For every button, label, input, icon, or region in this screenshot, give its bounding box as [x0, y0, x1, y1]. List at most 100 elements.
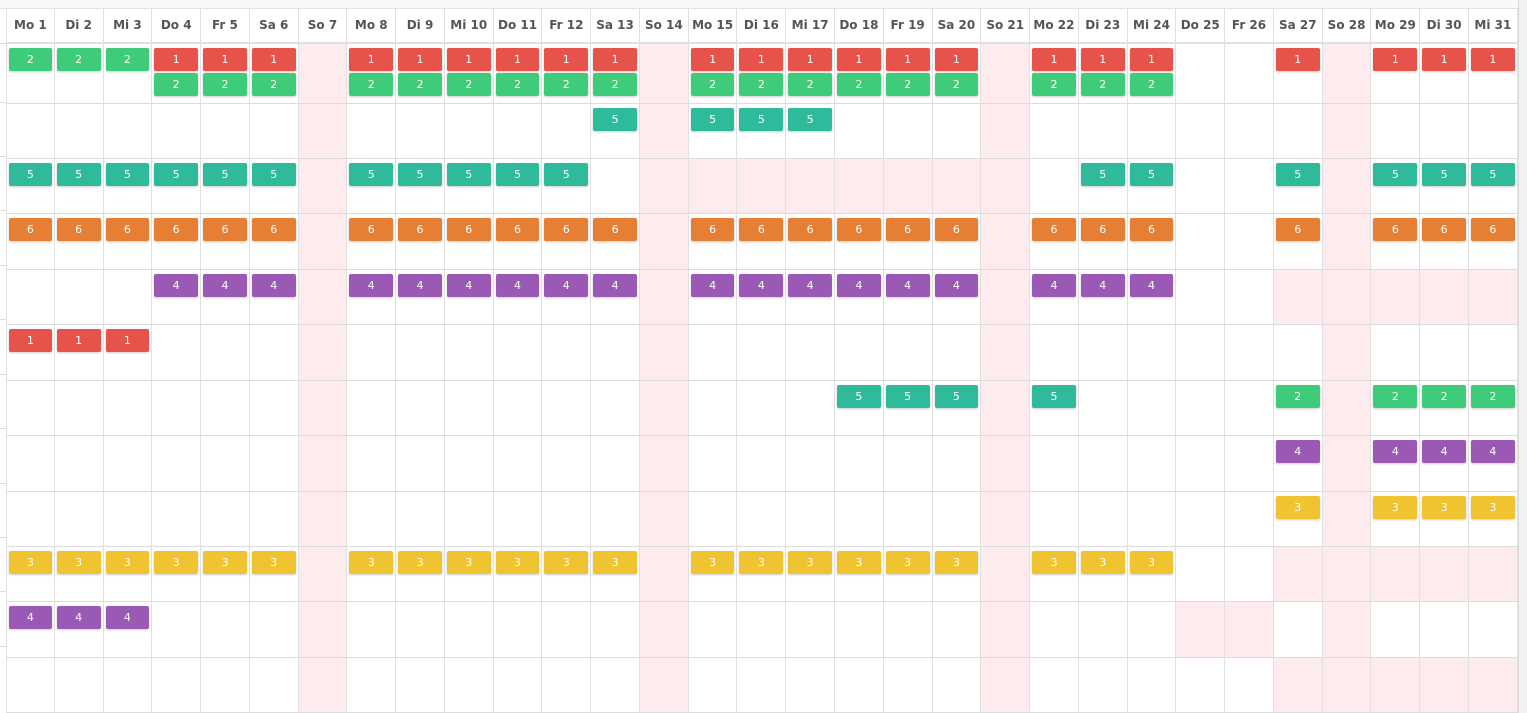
- shift-badge[interactable]: 2: [1129, 73, 1174, 96]
- day-cell[interactable]: 3: [1371, 492, 1421, 546]
- day-cell[interactable]: 4: [542, 270, 592, 324]
- day-cell[interactable]: 6: [884, 214, 933, 269]
- day-cell[interactable]: [1079, 436, 1128, 491]
- shift-badge[interactable]: 3: [495, 551, 540, 574]
- day-cell[interactable]: [884, 492, 933, 546]
- day-cell[interactable]: [689, 492, 738, 546]
- day-cell[interactable]: [55, 381, 104, 435]
- day-cell[interactable]: [1176, 214, 1226, 269]
- day-cell[interactable]: 3: [104, 547, 153, 601]
- day-cell[interactable]: [542, 381, 592, 435]
- shift-badge[interactable]: 3: [9, 551, 52, 574]
- shift-badge[interactable]: 2: [203, 73, 247, 96]
- day-cell[interactable]: [884, 325, 933, 380]
- shift-badge[interactable]: 5: [105, 163, 150, 186]
- day-cell[interactable]: 5: [933, 381, 982, 435]
- day-cell[interactable]: [883, 159, 933, 213]
- day-cell[interactable]: [1273, 547, 1323, 601]
- shift-badge[interactable]: 1: [203, 48, 247, 71]
- shift-badge[interactable]: 6: [739, 218, 784, 241]
- day-cell[interactable]: 5: [786, 104, 836, 158]
- day-cell[interactable]: [884, 104, 933, 158]
- day-cell[interactable]: 3: [1079, 547, 1128, 601]
- day-cell[interactable]: [737, 602, 787, 657]
- shift-badge[interactable]: 4: [105, 606, 150, 629]
- day-cell[interactable]: [1225, 44, 1274, 103]
- shift-badge[interactable]: 4: [1275, 440, 1320, 463]
- shift-badge[interactable]: 4: [1470, 440, 1515, 463]
- day-cell[interactable]: [1030, 658, 1079, 712]
- day-cell[interactable]: [639, 214, 689, 269]
- day-cell[interactable]: 4: [55, 602, 104, 657]
- day-cell[interactable]: [1322, 658, 1372, 712]
- day-cell[interactable]: [298, 270, 348, 324]
- day-cell[interactable]: [347, 325, 397, 380]
- shift-badge[interactable]: 1: [56, 329, 101, 352]
- day-cell[interactable]: [1468, 270, 1518, 324]
- day-cell[interactable]: [1225, 602, 1274, 657]
- day-cell[interactable]: 3: [347, 547, 397, 601]
- day-cell[interactable]: 5: [884, 381, 933, 435]
- day-cell[interactable]: [494, 104, 543, 158]
- day-cell[interactable]: 3: [494, 547, 543, 601]
- shift-badge[interactable]: 5: [544, 163, 589, 186]
- day-cell[interactable]: [689, 658, 738, 712]
- shift-badge[interactable]: 4: [739, 274, 784, 297]
- day-cell[interactable]: [639, 270, 689, 324]
- day-cell[interactable]: 6: [201, 214, 250, 269]
- shift-badge[interactable]: 4: [690, 274, 735, 297]
- day-cell[interactable]: 2: [104, 44, 153, 103]
- shift-badge[interactable]: 4: [544, 274, 589, 297]
- day-cell[interactable]: 6: [6, 214, 55, 269]
- day-cell[interactable]: 6: [494, 214, 543, 269]
- shift-badge[interactable]: 5: [446, 163, 491, 186]
- shift-badge[interactable]: 1: [544, 48, 589, 71]
- shift-badge[interactable]: 3: [837, 551, 881, 574]
- day-cell[interactable]: 6: [347, 214, 397, 269]
- shift-badge[interactable]: 4: [154, 274, 199, 297]
- day-cell[interactable]: [542, 436, 592, 491]
- day-cell[interactable]: [835, 492, 884, 546]
- shift-badge[interactable]: 4: [837, 274, 881, 297]
- day-cell[interactable]: [347, 492, 397, 546]
- day-cell[interactable]: [152, 658, 202, 712]
- day-cell[interactable]: [55, 492, 104, 546]
- day-cell[interactable]: [1273, 270, 1323, 324]
- day-cell[interactable]: 1: [1469, 44, 1518, 103]
- shift-badge[interactable]: 3: [398, 551, 442, 574]
- day-cell[interactable]: 5: [835, 381, 884, 435]
- day-cell[interactable]: [298, 436, 348, 491]
- shift-badge[interactable]: 6: [349, 218, 394, 241]
- day-cell[interactable]: 5: [1371, 159, 1421, 213]
- day-cell[interactable]: [298, 104, 348, 158]
- day-cell[interactable]: 5: [396, 159, 445, 213]
- shift-badge[interactable]: 4: [1422, 440, 1466, 463]
- day-cell[interactable]: 4: [689, 270, 738, 324]
- day-cell[interactable]: 3: [6, 547, 55, 601]
- shift-badge[interactable]: 1: [105, 329, 150, 352]
- shift-badge[interactable]: 5: [495, 163, 540, 186]
- shift-badge[interactable]: 6: [1275, 218, 1320, 241]
- shift-badge[interactable]: 5: [690, 108, 735, 131]
- day-cell[interactable]: [1079, 381, 1128, 435]
- day-cell[interactable]: [347, 436, 397, 491]
- day-cell[interactable]: [1420, 602, 1469, 657]
- shift-badge[interactable]: 6: [690, 218, 735, 241]
- day-cell[interactable]: 1: [1371, 44, 1421, 103]
- day-cell[interactable]: [835, 658, 884, 712]
- shift-badge[interactable]: 3: [544, 551, 589, 574]
- shift-badge[interactable]: 1: [154, 48, 199, 71]
- day-cell[interactable]: [1420, 270, 1469, 324]
- day-cell[interactable]: [1225, 658, 1274, 712]
- day-cell[interactable]: [298, 658, 348, 712]
- day-cell[interactable]: [1322, 270, 1372, 324]
- day-cell[interactable]: [981, 325, 1031, 380]
- shift-badge[interactable]: 4: [56, 606, 101, 629]
- day-cell[interactable]: 6: [1371, 214, 1421, 269]
- day-cell[interactable]: [1128, 602, 1177, 657]
- day-cell[interactable]: [1322, 44, 1372, 103]
